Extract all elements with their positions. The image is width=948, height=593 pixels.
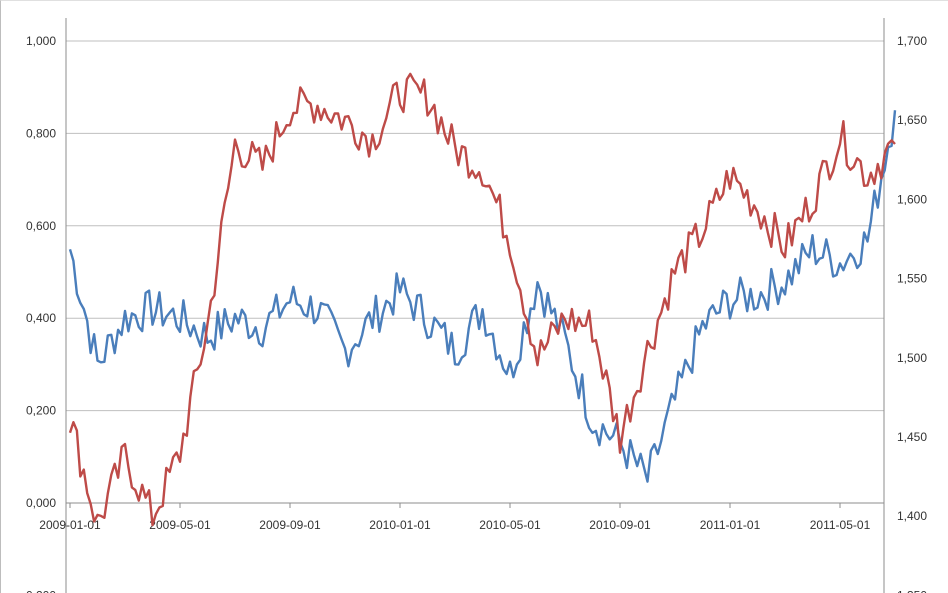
x-tick-label: 2010-05-01 xyxy=(479,518,541,532)
series-lines xyxy=(68,72,897,527)
right-tick-label: 1,400 xyxy=(897,509,927,523)
x-tick-label: 2011-01-01 xyxy=(700,518,761,532)
left-y-axis-ticks: -0,200 0,000 0,200 0,400 0,600 0,800 1,000 xyxy=(22,34,56,593)
left-tick-label: 0,800 xyxy=(26,126,56,140)
x-tick-label: 2010-01-01 xyxy=(369,518,431,532)
x-tick-label: 2009-09-01 xyxy=(259,518,321,532)
right-y-axis-ticks: 1,350 1,400 1,450 1,500 1,550 1,600 1,650 1,700 xyxy=(897,34,927,593)
right-tick-label: 1,350 xyxy=(897,588,927,593)
right-tick-label: 1,550 xyxy=(897,272,927,286)
series-line-blue xyxy=(68,110,897,483)
x-tick-label: 2010-09-01 xyxy=(589,518,651,532)
left-tick-label: 0,000 xyxy=(26,496,56,510)
series-line-red xyxy=(68,72,896,527)
left-tick-label: 0,400 xyxy=(26,311,56,325)
left-tick-label: -0,200 xyxy=(22,588,56,593)
x-axis-ticks: 2009-01-01 2009-05-01 2009-09-01 2010-01-01… xyxy=(39,503,871,532)
right-tick-label: 1,450 xyxy=(897,430,927,444)
right-tick-label: 1,500 xyxy=(897,351,927,365)
axes xyxy=(65,18,885,593)
left-tick-label: 0,600 xyxy=(26,219,56,233)
x-tick-label: 2011-05-01 xyxy=(810,518,871,532)
gridlines xyxy=(66,40,884,504)
x-tick-label: 2009-01-01 xyxy=(39,518,101,532)
right-tick-label: 1,650 xyxy=(897,113,927,127)
right-tick-label: 1,600 xyxy=(897,192,927,206)
left-tick-label: 0,200 xyxy=(26,404,56,418)
left-tick-label: 1,000 xyxy=(26,34,56,48)
x-tick-label: 2009-05-01 xyxy=(149,518,211,532)
right-tick-label: 1,700 xyxy=(897,34,927,48)
